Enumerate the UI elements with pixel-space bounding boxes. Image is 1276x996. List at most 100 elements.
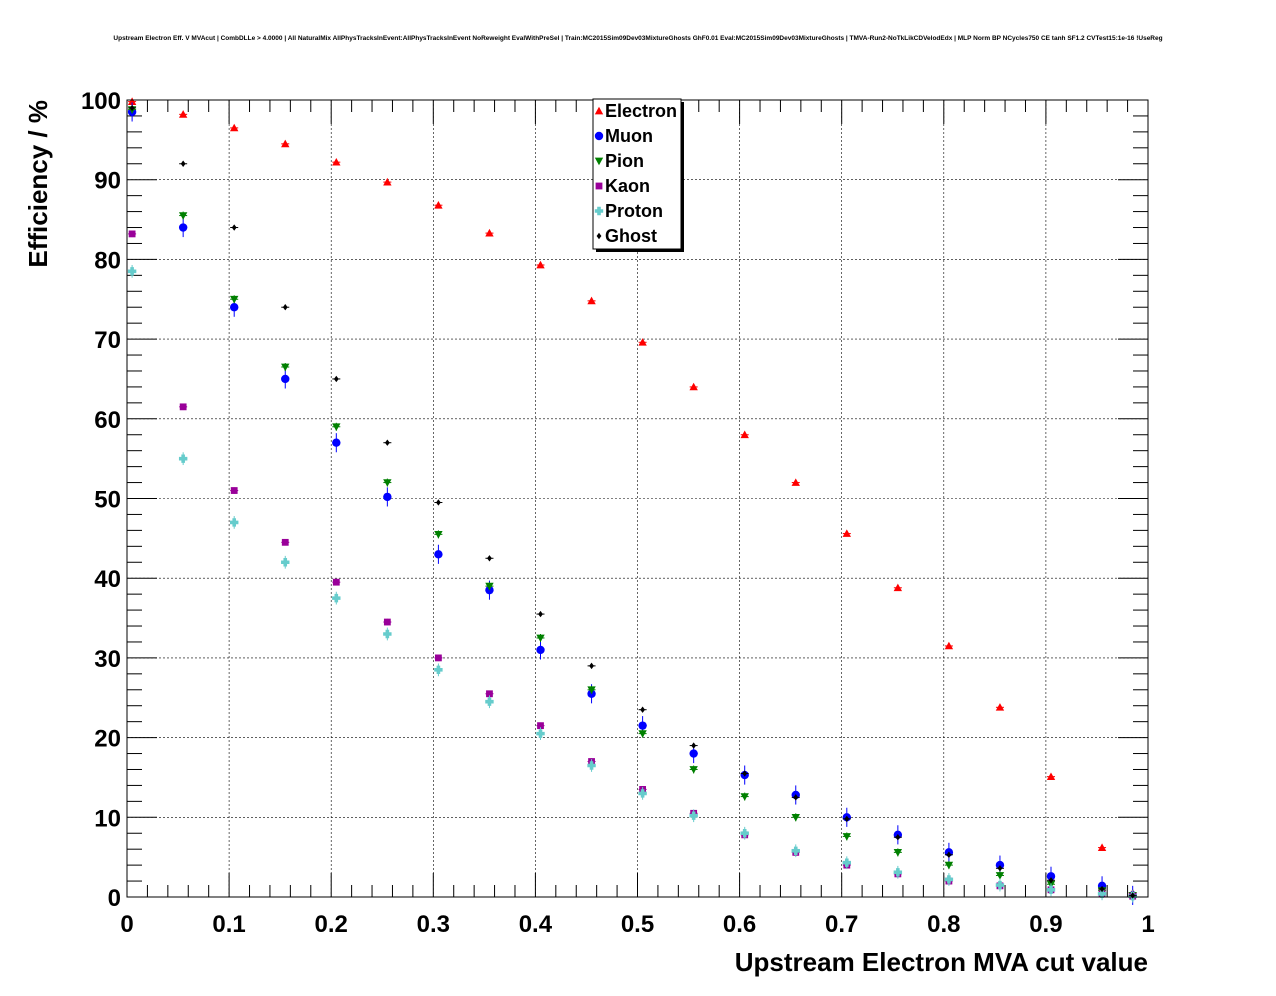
- point-electron: [1046, 772, 1056, 781]
- point-electron: [332, 157, 341, 166]
- point-proton: [740, 829, 749, 838]
- point-pion: [995, 872, 1005, 880]
- point-proton: [536, 729, 545, 738]
- x-tick-label: 0.2: [315, 911, 348, 938]
- data-series: [127, 97, 1137, 905]
- point-ghost: [538, 610, 543, 618]
- point-pion: [178, 212, 188, 220]
- point-pion: [842, 833, 852, 841]
- point-proton: [842, 858, 852, 867]
- point-pion: [485, 582, 494, 591]
- y-axis-title: Efficiency / %: [23, 100, 53, 268]
- point-ghost: [282, 304, 288, 311]
- x-tick-label: 0.5: [621, 911, 654, 938]
- point-pion: [587, 686, 596, 694]
- point-kaon: [179, 403, 187, 411]
- y-tick-label: 10: [94, 805, 121, 832]
- point-ghost: [384, 439, 390, 446]
- legend-label-muon: Muon: [605, 126, 653, 146]
- point-electron: [587, 296, 596, 305]
- point-electron: [434, 201, 443, 209]
- legend-marker-muon: [594, 131, 604, 141]
- point-pion: [791, 813, 800, 822]
- point-proton: [485, 697, 494, 706]
- point-kaon: [332, 578, 340, 586]
- y-tick-label: 0: [108, 885, 121, 912]
- x-axis-title: Upstream Electron MVA cut value: [735, 947, 1148, 977]
- x-tick-label: 0.9: [1029, 911, 1062, 938]
- point-ghost: [793, 794, 799, 801]
- point-electron: [485, 228, 494, 237]
- legend: Electron Muon Pion Kaon Proton Ghost: [592, 98, 684, 252]
- point-proton: [434, 665, 443, 675]
- point-kaon: [383, 618, 391, 626]
- point-electron: [383, 177, 392, 186]
- point-muon: [434, 550, 443, 559]
- y-tick-label: 50: [94, 487, 121, 514]
- point-ghost: [487, 555, 492, 562]
- point-kaon: [486, 690, 493, 698]
- x-tick-labels: 0 0.1 0.2 0.3 0.4 0.5 0.6 0.7 0.8 0.9 1: [120, 911, 1154, 938]
- y-tick-label: 90: [94, 168, 121, 195]
- point-proton: [178, 454, 188, 463]
- point-ghost: [436, 499, 441, 506]
- point-muon: [689, 749, 698, 758]
- point-kaon: [230, 487, 238, 494]
- point-muon: [178, 223, 188, 232]
- grid-lines: [126, 99, 1149, 898]
- point-electron: [740, 430, 749, 439]
- chart-title: Upstream Electron Eff. V MVAcut | CombDL…: [113, 35, 1163, 42]
- point-proton: [791, 846, 800, 855]
- legend-marker-electron: [594, 106, 604, 115]
- point-pion: [638, 730, 647, 738]
- point-ghost: [333, 375, 339, 383]
- point-electron: [1097, 843, 1107, 851]
- point-pion: [434, 531, 443, 539]
- x-tick-label: 0.6: [723, 911, 756, 938]
- point-pion: [332, 423, 341, 431]
- y-tick-label: 60: [94, 407, 121, 434]
- point-proton: [995, 880, 1005, 890]
- point-muon: [536, 645, 545, 655]
- point-proton: [1046, 885, 1056, 895]
- point-electron: [178, 110, 188, 118]
- series-kaon: [128, 230, 1137, 900]
- y-tick-label: 30: [94, 646, 121, 673]
- point-proton: [383, 629, 392, 639]
- y-tick-label: 100: [81, 88, 121, 115]
- point-pion: [536, 634, 545, 643]
- point-pion: [689, 766, 698, 774]
- point-pion: [944, 861, 954, 870]
- point-proton: [893, 868, 903, 877]
- legend-marker-ghost: [596, 232, 602, 240]
- legend-box: [592, 98, 682, 250]
- point-muon: [638, 721, 647, 730]
- point-proton: [587, 761, 596, 770]
- x-tick-label: 0.4: [519, 911, 553, 938]
- x-tick-label: 0.8: [927, 911, 960, 938]
- point-ghost: [691, 742, 697, 749]
- series-ghost: [128, 104, 1137, 899]
- point-electron: [230, 123, 239, 132]
- point-kaon: [128, 230, 136, 238]
- point-electron: [689, 382, 698, 391]
- point-proton: [638, 789, 647, 798]
- point-kaon: [281, 538, 289, 546]
- y-tick-label: 70: [94, 327, 121, 354]
- axis-ticks: [126, 99, 1149, 898]
- point-pion: [740, 793, 749, 801]
- point-muon: [332, 438, 341, 447]
- x-tick-label: 1: [1141, 911, 1154, 938]
- point-electron: [893, 583, 903, 592]
- point-proton: [127, 267, 137, 276]
- point-ghost: [231, 224, 237, 231]
- point-kaon: [537, 722, 544, 730]
- legend-label-electron: Electron: [605, 101, 677, 121]
- point-ghost: [589, 662, 594, 670]
- y-tick-labels: 0 10 20 30 40 50 60 70 80 90 100: [81, 88, 121, 912]
- point-kaon: [435, 654, 442, 662]
- x-tick-label: 0: [120, 911, 133, 938]
- legend-marker-proton: [594, 206, 604, 216]
- point-proton: [230, 518, 239, 527]
- point-pion: [893, 849, 903, 857]
